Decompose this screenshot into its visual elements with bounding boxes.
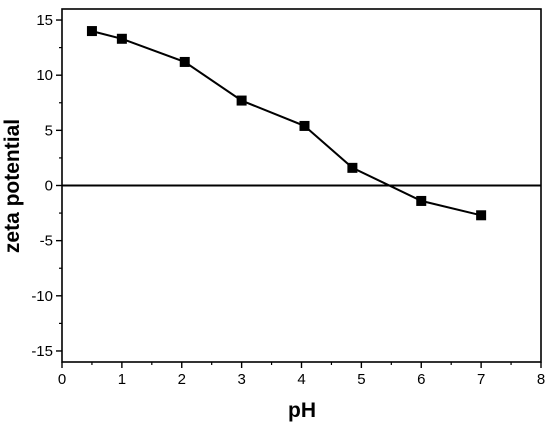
data-point — [179, 56, 190, 67]
x-tick-label: 4 — [297, 371, 305, 388]
y-tick-label: 10 — [36, 67, 53, 84]
data-point — [86, 26, 97, 37]
data-point — [299, 120, 310, 131]
y-axis-ticks: -15 -10 -5 0 5 10 15 — [31, 12, 62, 360]
x-axis-ticks: 0 1 2 3 4 5 6 7 8 — [58, 362, 545, 388]
x-tick-label: 8 — [537, 371, 545, 388]
x-tick-label: 5 — [357, 371, 365, 388]
y-tick-label: -15 — [31, 343, 53, 360]
x-tick-label: 2 — [178, 371, 186, 388]
x-tick-label: 6 — [417, 371, 425, 388]
data-point — [476, 210, 487, 221]
data-point — [347, 162, 358, 173]
y-tick-label: 5 — [45, 122, 53, 139]
y-tick-label: -10 — [31, 288, 53, 305]
series-line — [91, 30, 482, 217]
x-tick-label: 7 — [477, 371, 485, 388]
y-axis-title: zeta potential — [1, 119, 24, 253]
y-tick-label: 0 — [45, 178, 53, 195]
data-point — [416, 195, 427, 206]
x-axis-title: pH — [288, 399, 316, 422]
x-tick-label: 3 — [237, 371, 245, 388]
y-tick-label: -5 — [40, 233, 53, 250]
data-point — [116, 33, 127, 44]
series-layer — [86, 26, 487, 221]
y-tick-label: 15 — [36, 12, 53, 29]
data-point — [236, 95, 247, 106]
x-tick-label: 1 — [118, 371, 126, 388]
x-tick-label: 0 — [58, 371, 66, 388]
